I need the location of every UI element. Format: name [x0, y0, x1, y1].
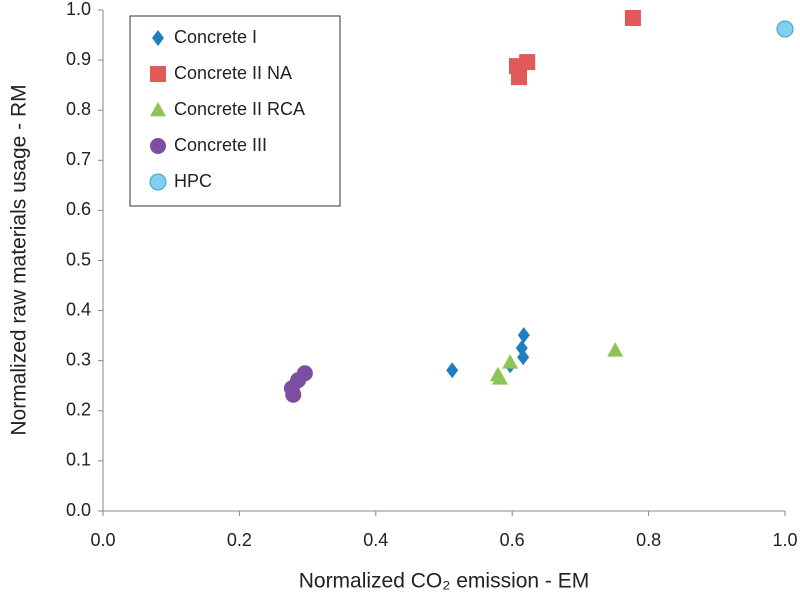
data-point [624, 10, 641, 27]
y-axis-label: Normalized raw materials usage - RM [8, 84, 31, 435]
x-tick-label: 1.0 [772, 530, 797, 550]
data-point [446, 362, 459, 379]
data-point [296, 365, 313, 382]
y-tick-label: 0.0 [66, 500, 91, 520]
y-tick-label: 0.6 [66, 199, 91, 219]
legend-label: HPC [174, 171, 212, 191]
legend-marker [152, 30, 164, 46]
y-tick-label: 0.8 [66, 99, 91, 119]
y-tick-label: 1.0 [66, 0, 91, 19]
x-tick-label: 0.2 [227, 530, 252, 550]
x-axis-label: Normalized CO₂ emission - EM [299, 570, 590, 593]
legend-label: Concrete II RCA [174, 99, 305, 119]
x-tick-label: 0.0 [90, 530, 115, 550]
legend-label: Concrete II NA [174, 63, 292, 83]
y-tick-label: 0.2 [66, 400, 91, 420]
legend-marker [150, 138, 166, 154]
legend-label: Concrete I [174, 27, 257, 47]
data-point [511, 69, 528, 86]
y-tick-label: 0.1 [66, 450, 91, 470]
data-point [607, 342, 624, 357]
data-point [502, 354, 519, 369]
data-point [517, 327, 530, 344]
legend-marker [150, 102, 166, 117]
data-point [489, 366, 506, 382]
legend [129, 15, 341, 207]
y-tick-label: 0.7 [66, 149, 91, 169]
legend-marker [149, 173, 167, 191]
y-tick-label: 0.9 [66, 49, 91, 69]
data-point [776, 20, 794, 38]
x-tick-label: 0.6 [500, 530, 525, 550]
y-tick-label: 0.3 [66, 349, 91, 369]
data-point [515, 340, 528, 357]
x-tick-label: 0.4 [363, 530, 388, 550]
legend-marker [150, 66, 166, 82]
y-tick-label: 0.5 [66, 249, 91, 269]
legend-label: Concrete III [174, 135, 267, 155]
x-tick-label: 0.8 [636, 530, 661, 550]
y-tick-label: 0.4 [66, 299, 91, 319]
